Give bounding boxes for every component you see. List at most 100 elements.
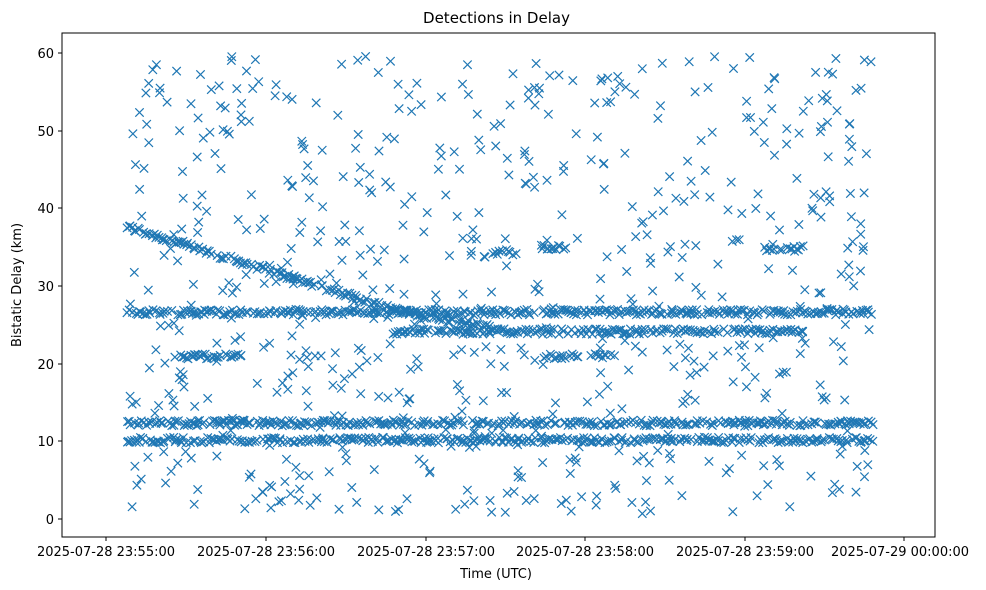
detection-marker	[828, 434, 839, 444]
detection-marker	[736, 450, 747, 460]
detection-marker	[316, 275, 326, 285]
detection-marker	[186, 300, 196, 310]
detection-marker	[308, 176, 319, 186]
detection-marker	[214, 81, 224, 91]
detection-marker	[509, 411, 519, 422]
detection-marker	[778, 436, 788, 446]
detection-marker	[454, 164, 465, 174]
detection-marker	[519, 350, 529, 360]
detection-marker	[313, 237, 323, 247]
y-tick: 10	[37, 435, 62, 450]
detection-marker	[169, 229, 179, 240]
detection-marker	[250, 54, 261, 65]
detection-marker	[328, 380, 338, 390]
detection-marker	[785, 417, 795, 428]
detection-marker	[264, 480, 275, 491]
detection-marker	[664, 448, 675, 459]
detection-marker	[501, 306, 511, 317]
detection-marker	[178, 433, 188, 443]
detection-marker	[632, 325, 643, 336]
detection-marker	[399, 289, 409, 299]
detection-markers	[122, 51, 878, 519]
detection-marker	[759, 137, 769, 148]
detection-marker	[728, 507, 738, 517]
detection-marker	[745, 52, 755, 63]
detection-marker	[405, 307, 415, 318]
detection-marker	[765, 211, 776, 221]
detection-marker	[124, 416, 134, 426]
detection-marker	[463, 89, 474, 100]
detection-marker	[591, 350, 601, 360]
detection-marker	[350, 143, 361, 153]
detection-marker	[215, 101, 226, 111]
x-axis-label: Time (UTC)	[459, 567, 532, 582]
detection-marker	[193, 416, 203, 426]
detection-marker	[759, 461, 769, 471]
detection-marker	[164, 388, 174, 399]
detection-marker	[821, 419, 831, 430]
detection-marker	[498, 325, 508, 335]
detection-marker	[354, 226, 365, 236]
detection-marker	[288, 274, 298, 284]
detection-marker	[690, 87, 700, 97]
detection-marker	[531, 58, 541, 69]
detection-marker	[737, 306, 747, 316]
detection-marker	[817, 93, 827, 103]
detection-marker	[174, 237, 184, 247]
detection-marker	[851, 85, 861, 96]
detection-marker	[469, 428, 479, 438]
y-axis-label: Bistatic Delay (km)	[10, 223, 25, 347]
detection-marker	[683, 343, 694, 353]
detection-marker	[660, 437, 670, 447]
plot-frame	[61, 32, 936, 538]
detection-marker	[620, 335, 630, 346]
detection-marker	[486, 325, 497, 335]
detection-marker	[777, 326, 787, 337]
detection-marker	[366, 188, 377, 198]
detection-marker	[770, 74, 780, 84]
plot-area	[61, 32, 936, 538]
detection-marker	[537, 457, 548, 468]
detection-marker	[173, 458, 183, 468]
detection-marker	[663, 324, 673, 335]
detection-marker	[741, 382, 752, 392]
detection-marker	[462, 485, 473, 495]
detection-marker	[521, 495, 531, 506]
detection-marker	[259, 309, 269, 319]
detection-marker	[558, 305, 569, 315]
detection-marker	[424, 468, 435, 478]
detection-marker	[740, 362, 751, 372]
detection-marker	[561, 243, 571, 253]
detection-marker	[685, 370, 695, 380]
detection-marker	[530, 355, 540, 366]
detection-marker	[475, 325, 485, 335]
detection-marker	[859, 472, 870, 482]
detection-marker	[294, 484, 305, 494]
detection-marker	[215, 253, 225, 263]
detection-marker	[341, 236, 351, 247]
detection-marker	[398, 220, 408, 230]
detection-marker	[599, 184, 609, 195]
detection-marker	[486, 359, 496, 369]
detection-marker	[804, 96, 814, 106]
detection-marker	[732, 309, 743, 319]
detection-marker	[283, 371, 293, 381]
detection-marker	[602, 252, 612, 262]
detection-marker	[499, 361, 509, 372]
detection-marker	[452, 379, 463, 390]
detection-marker	[165, 243, 176, 254]
detection-marker	[361, 294, 372, 304]
detection-marker	[708, 351, 718, 361]
detection-marker	[554, 329, 564, 339]
detection-marker	[336, 383, 346, 393]
detection-marker	[364, 169, 375, 179]
detection-marker	[812, 433, 822, 444]
detection-marker	[479, 309, 489, 320]
detection-marker	[156, 418, 166, 428]
detection-marker	[833, 417, 843, 427]
detection-marker	[565, 468, 575, 479]
detection-marker	[582, 397, 593, 407]
detection-marker	[405, 394, 415, 404]
detection-marker	[603, 381, 613, 391]
detection-marker	[831, 53, 841, 64]
